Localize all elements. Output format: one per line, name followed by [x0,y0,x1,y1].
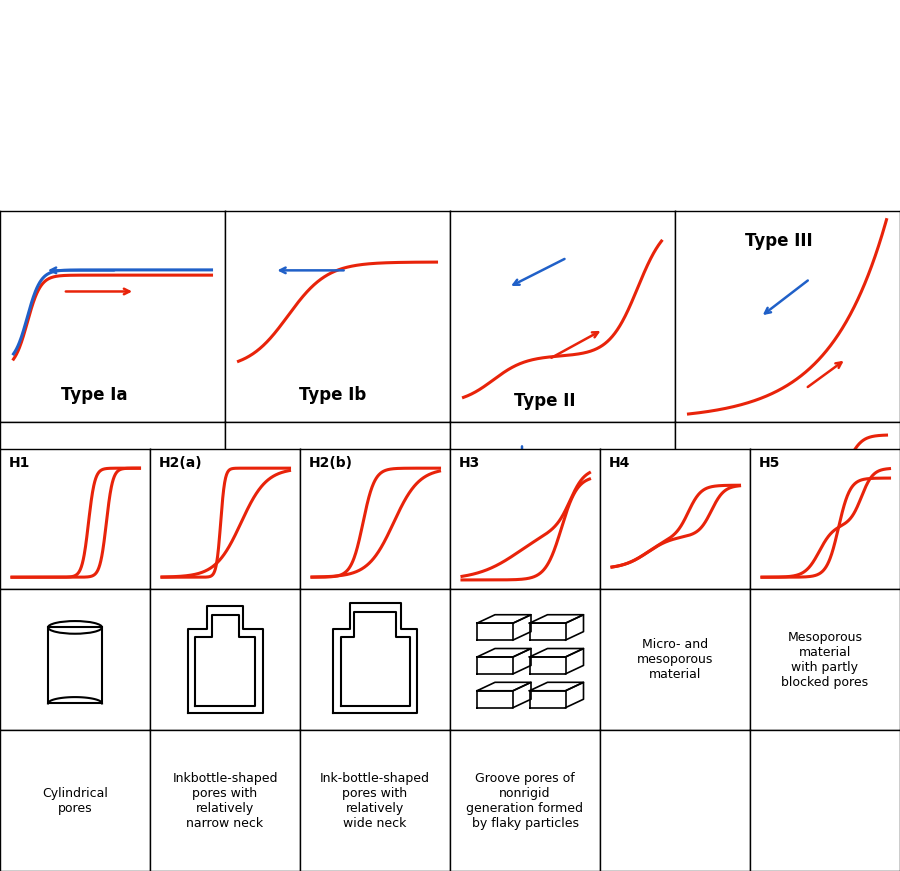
Text: H4: H4 [609,456,630,469]
Text: H5: H5 [759,456,780,469]
Text: Inkbottle-shaped
pores with
relatively
narrow neck: Inkbottle-shaped pores with relatively n… [172,772,278,829]
Text: Type Ivb: Type Ivb [272,604,349,622]
Text: Type III: Type III [744,232,813,250]
Text: H1: H1 [9,456,31,469]
Text: Type II: Type II [514,392,575,410]
Text: Micro- and
mesoporous
material: Micro- and mesoporous material [637,638,713,681]
Text: Cylindrical
pores: Cylindrical pores [42,787,108,814]
Text: H2(a): H2(a) [159,456,202,469]
Text: Mesoporous
material
with partly
blocked pores: Mesoporous material with partly blocked … [781,631,868,689]
Text: H2(b): H2(b) [309,456,353,469]
Text: Type V: Type V [567,604,630,622]
Text: H3: H3 [459,456,481,469]
Bar [48,627,102,704]
Text: Type Iva: Type Iva [38,604,115,622]
Text: Groove pores of
nonrigid
generation formed
by flaky particles: Groove pores of nonrigid generation form… [466,772,583,829]
Text: Type VI: Type VI [798,604,867,622]
Text: Type Ib: Type Ib [300,386,366,404]
Text: Type Ia: Type Ia [61,386,128,404]
Text: Ink-bottle-shaped
pores with
relatively
wide neck: Ink-bottle-shaped pores with relatively … [320,772,430,829]
